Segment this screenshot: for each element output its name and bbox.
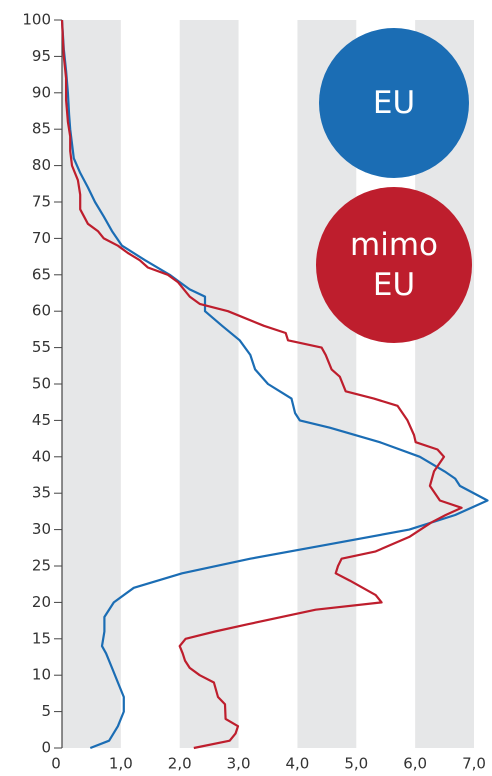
- series-line: [60, 19, 463, 750]
- y-tick-label: 20: [32, 593, 51, 611]
- x-tick-label: 6,0: [403, 755, 427, 773]
- x-tick-label: 5,0: [344, 755, 368, 773]
- x-tick-label: 3,0: [227, 755, 251, 773]
- y-tick-label: 50: [32, 375, 51, 393]
- y-tick-label: 100: [22, 11, 51, 29]
- x-tick-label: 0: [51, 755, 61, 773]
- y-tick-label: 70: [32, 229, 51, 247]
- y-tick-label: 35: [32, 484, 51, 502]
- y-tick-label: 40: [32, 447, 51, 465]
- y-tick-label: 80: [32, 156, 51, 174]
- y-tick-label: 30: [32, 520, 51, 538]
- y-tick-label: 15: [32, 629, 51, 647]
- y-tick-label: 45: [32, 411, 51, 429]
- y-tick-label: 55: [32, 338, 51, 356]
- x-tick-label: 4,0: [285, 755, 309, 773]
- y-tick-label: 10: [32, 666, 51, 684]
- legend-non-eu: mimo EU: [316, 187, 472, 343]
- y-tick-label: 60: [32, 302, 51, 320]
- y-tick-label: 95: [32, 47, 51, 65]
- y-tick-label: 75: [32, 193, 51, 211]
- y-tick-label: 65: [32, 265, 51, 283]
- x-tick-label: 1,0: [109, 755, 133, 773]
- x-tick-label: 7,0: [462, 755, 486, 773]
- y-tick-label: 90: [32, 83, 51, 101]
- legend-eu: EU: [319, 28, 469, 178]
- series-line: [60, 19, 489, 750]
- y-tick-label: 5: [41, 702, 51, 720]
- x-tick-label: 2,0: [168, 755, 192, 773]
- y-tick-label: 0: [41, 739, 51, 757]
- grid-band: [179, 20, 239, 748]
- y-tick-label: 25: [32, 557, 51, 575]
- y-tick-label: 85: [32, 120, 51, 138]
